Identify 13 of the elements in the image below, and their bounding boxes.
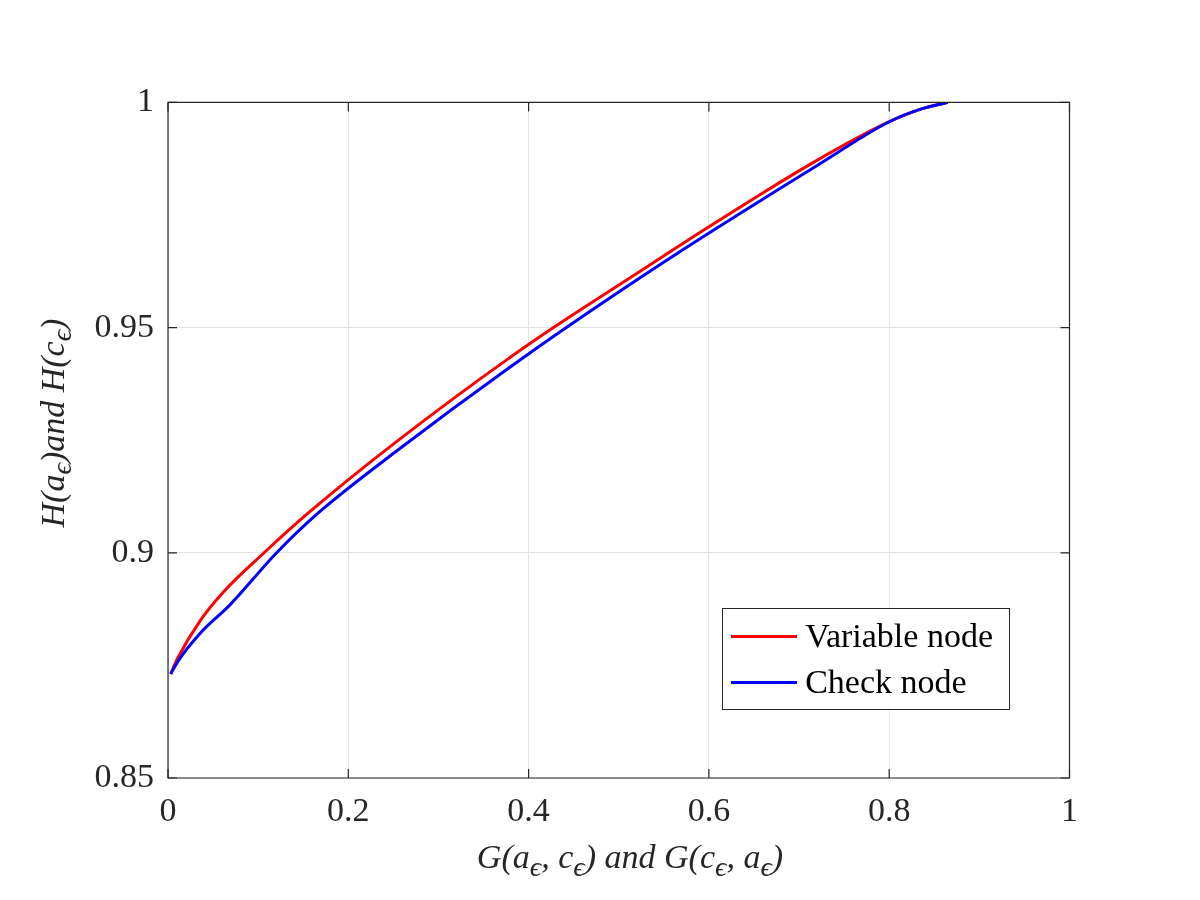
y-tick-label: 1 bbox=[137, 81, 154, 119]
x-tick-label: 0 bbox=[159, 791, 177, 829]
legend-label: Check node bbox=[805, 662, 967, 702]
text: G(a$_{ϵ}$, c$_{ϵ}$) and G(c$_{ϵ}$, a$_{ϵ}$) bbox=[476, 838, 784, 882]
y-tick-label: 0.85 bbox=[94, 756, 154, 794]
x-tick-label: 0.4 bbox=[507, 791, 550, 829]
y-tick-label: 0.9 bbox=[111, 531, 154, 569]
x-tick-label: 0.2 bbox=[327, 791, 370, 829]
x-tick-label: 0.6 bbox=[687, 791, 731, 829]
x-tick-label: 1 bbox=[1061, 791, 1078, 829]
x-tick-label: 0.8 bbox=[867, 791, 911, 829]
y-tick-label: 0.95 bbox=[94, 306, 154, 344]
legend-label: Variable node bbox=[805, 616, 993, 656]
